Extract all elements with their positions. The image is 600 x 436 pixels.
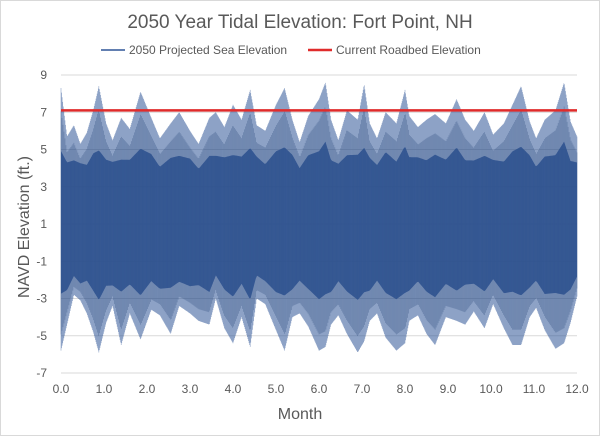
y-axis-title: NAVD Elevation (ft.) xyxy=(16,156,33,298)
y-tick-label: -3 xyxy=(36,292,47,306)
x-tick-label: 11.0 xyxy=(523,382,546,396)
y-tick-label: -1 xyxy=(36,254,47,268)
y-tick-label: 7 xyxy=(40,105,47,119)
y-axis-ticks: 9 7 5 3 1 -1 -3 -5 -7 xyxy=(36,68,47,380)
y-tick-label: -5 xyxy=(36,329,47,343)
legend-label-roadbed: Current Roadbed Elevation xyxy=(336,43,481,57)
x-tick-label: 6.0 xyxy=(311,382,328,396)
chart-title: 2050 Year Tidal Elevation: Fort Point, N… xyxy=(127,12,472,33)
x-tick-label: 4.0 xyxy=(225,382,242,396)
x-tick-label: 10.0 xyxy=(479,382,503,396)
projected-sea-elevation-texture xyxy=(60,106,578,337)
legend: 2050 Projected Sea Elevation Current Roa… xyxy=(101,43,481,57)
x-axis-title: Month xyxy=(278,406,322,423)
x-tick-label: 8.0 xyxy=(397,382,414,396)
y-tick-label: 9 xyxy=(40,68,47,82)
legend-label-projected: 2050 Projected Sea Elevation xyxy=(129,43,287,57)
x-tick-label: 1.0 xyxy=(96,382,113,396)
series-projected-sea-elevation xyxy=(60,82,578,353)
x-tick-label: 12.0 xyxy=(565,382,589,396)
x-tick-label: 7.0 xyxy=(354,382,371,396)
x-tick-label: 2.0 xyxy=(139,382,156,396)
x-tick-label: 3.0 xyxy=(182,382,199,396)
x-axis-ticks: 0.0 1.0 2.0 3.0 4.0 5.0 6.0 7.0 8.0 9.0 10.0 11.0 12… xyxy=(53,382,589,396)
x-tick-label: 5.0 xyxy=(268,382,285,396)
x-tick-label: 9.0 xyxy=(440,382,457,396)
y-tick-label: 1 xyxy=(40,217,47,231)
y-tick-label: -7 xyxy=(36,366,47,380)
y-tick-label: 5 xyxy=(40,143,47,157)
x-tick-label: 0.0 xyxy=(53,382,70,396)
y-tick-label: 3 xyxy=(40,180,47,194)
